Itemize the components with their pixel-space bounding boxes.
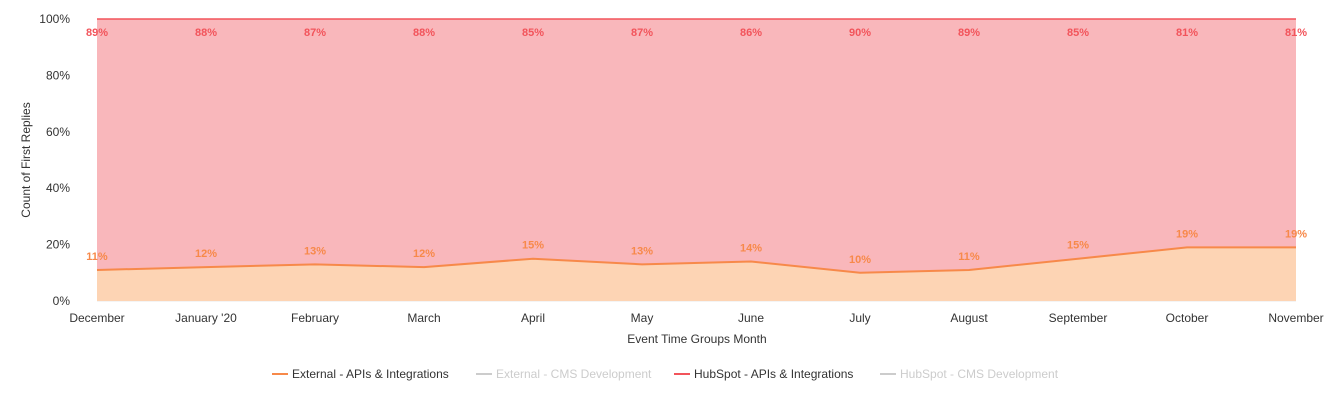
x-tick-label[interactable]: October (1166, 311, 1209, 325)
hubspot-data-label: 85% (1067, 27, 1089, 39)
hubspot-data-label: 90% (849, 27, 871, 39)
y-tick-label: 80% (46, 68, 70, 82)
external-data-label: 19% (1285, 228, 1307, 240)
legend-item[interactable]: External - APIs & Integrations (272, 367, 449, 381)
x-tick-label[interactable]: August (950, 311, 988, 325)
external-data-label: 12% (195, 248, 217, 260)
x-tick-label[interactable]: June (738, 311, 764, 325)
x-tick-label[interactable]: February (291, 311, 339, 325)
hubspot-apis-area (97, 19, 1296, 273)
x-tick-label[interactable]: December (69, 311, 124, 325)
x-tick-label[interactable]: September (1049, 311, 1108, 325)
external-apis-area (97, 247, 1296, 301)
data-labels: 89% 88% 87% 88% 85% 87% 86% 90% 89% 85% 81% 81% 11% 1… (86, 27, 1307, 266)
y-axis-ticks: 0% 20% 40% 60% 80% 100% (39, 12, 70, 308)
y-tick-label: 20% (46, 238, 70, 252)
area-layer (97, 19, 1296, 301)
legend-label: External - CMS Development (496, 367, 652, 381)
y-tick-label: 100% (39, 12, 70, 26)
hubspot-data-label: 85% (522, 27, 544, 39)
hubspot-data-label: 87% (304, 27, 326, 39)
x-tick-label[interactable]: May (631, 311, 654, 325)
external-data-label: 13% (304, 245, 326, 257)
x-tick-label[interactable]: July (849, 311, 870, 325)
line-layer (96, 18, 1296, 274)
external-data-label: 15% (522, 240, 544, 252)
legend: External - APIs & Integrations External -… (272, 367, 1059, 381)
legend-item[interactable]: HubSpot - APIs & Integrations (674, 367, 853, 381)
x-tick-label[interactable]: November (1268, 311, 1323, 325)
hubspot-data-label: 81% (1285, 27, 1307, 39)
external-data-label: 13% (631, 245, 653, 257)
hubspot-data-label: 89% (86, 27, 108, 39)
external-data-label: 10% (849, 254, 871, 266)
x-tick-label[interactable]: March (407, 311, 440, 325)
external-data-label: 14% (740, 243, 762, 255)
y-axis-title: Count of First Replies (19, 102, 33, 217)
x-tick-label[interactable]: April (521, 311, 545, 325)
external-apis-line (96, 246, 1296, 274)
legend-item[interactable]: HubSpot - CMS Development (880, 367, 1059, 381)
legend-item[interactable]: External - CMS Development (476, 367, 652, 381)
external-data-label: 15% (1067, 240, 1089, 252)
external-data-label: 11% (86, 251, 108, 263)
hubspot-data-label: 81% (1176, 27, 1198, 39)
x-axis-ticks: December January '20 February March April May… (69, 311, 1323, 325)
y-tick-label: 40% (46, 181, 70, 195)
y-tick-label: 0% (53, 294, 71, 308)
legend-label: External - APIs & Integrations (292, 367, 449, 381)
x-axis-title: Event Time Groups Month (627, 332, 766, 346)
hubspot-data-label: 89% (958, 27, 980, 39)
hubspot-data-label: 87% (631, 27, 653, 39)
hubspot-data-label: 86% (740, 27, 762, 39)
hubspot-data-label: 88% (413, 27, 435, 39)
external-data-label: 12% (413, 248, 435, 260)
hubspot-data-label: 88% (195, 27, 217, 39)
y-tick-label: 60% (46, 125, 70, 139)
x-tick-label[interactable]: January '20 (175, 311, 237, 325)
legend-label: HubSpot - CMS Development (900, 367, 1059, 381)
legend-label: HubSpot - APIs & Integrations (694, 367, 853, 381)
external-data-label: 19% (1176, 228, 1198, 240)
external-data-label: 11% (958, 251, 980, 263)
